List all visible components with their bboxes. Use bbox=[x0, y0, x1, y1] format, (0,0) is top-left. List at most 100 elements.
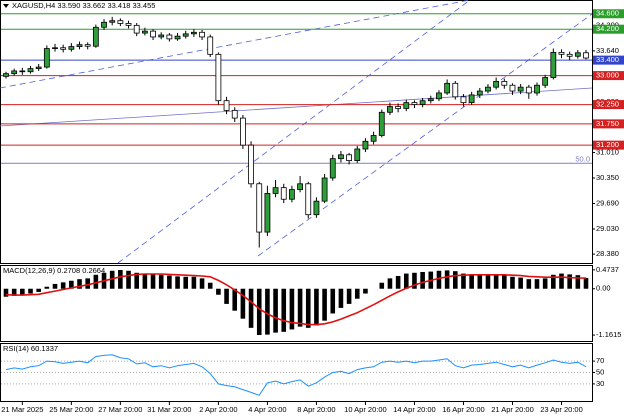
candle-body bbox=[297, 183, 303, 190]
candle-body bbox=[231, 109, 238, 119]
candle-body bbox=[109, 20, 116, 23]
macd-bar bbox=[354, 288, 360, 299]
macd-bar bbox=[297, 288, 303, 327]
level-label-box bbox=[593, 119, 624, 129]
macd-bar bbox=[256, 288, 262, 336]
macd-bar bbox=[330, 288, 336, 314]
macd-bar bbox=[338, 288, 344, 308]
level-label: 34.600 bbox=[596, 9, 619, 18]
candle-body bbox=[158, 34, 165, 38]
candle-body bbox=[174, 35, 181, 40]
macd-bar bbox=[387, 278, 393, 289]
macd-bar bbox=[542, 278, 548, 289]
x-tick-label: 10 Apr 20:00 bbox=[344, 405, 387, 414]
macd-bar bbox=[216, 288, 221, 295]
macd-bar bbox=[248, 288, 254, 328]
macd-bar bbox=[314, 288, 319, 326]
macd-bar bbox=[93, 274, 99, 289]
level-label: 32.250 bbox=[596, 100, 619, 109]
macd-bar bbox=[60, 282, 66, 289]
candle-body bbox=[223, 100, 230, 111]
candle-body bbox=[485, 86, 491, 92]
x-tick-label: 16 Apr 20:00 bbox=[442, 405, 485, 414]
level-label: 34.200 bbox=[596, 24, 619, 33]
macd-bar bbox=[436, 270, 442, 289]
level-label: 50.0 bbox=[575, 154, 590, 163]
macd-bar bbox=[379, 282, 385, 289]
candle-body bbox=[362, 140, 369, 150]
candle-body bbox=[3, 73, 9, 77]
macd-bar bbox=[502, 275, 507, 289]
candle-body bbox=[427, 98, 434, 102]
x-tick-label: 31 Mar 20:00 bbox=[147, 405, 191, 414]
candle-body bbox=[509, 84, 516, 92]
macd-bar bbox=[583, 277, 589, 289]
macd-bar bbox=[567, 274, 572, 289]
candle-body bbox=[52, 47, 58, 49]
macd-bar bbox=[469, 274, 474, 289]
macd-bar bbox=[518, 277, 523, 289]
level-label-box bbox=[593, 24, 624, 34]
candle-body bbox=[35, 66, 42, 70]
candle-body bbox=[411, 102, 418, 105]
level-label: 33.400 bbox=[596, 55, 619, 64]
candle-body bbox=[525, 86, 532, 94]
candle-body bbox=[190, 31, 197, 35]
candle-body bbox=[240, 117, 246, 146]
level-label: 33.000 bbox=[596, 71, 619, 80]
macd-bar bbox=[559, 273, 564, 289]
macd-bar bbox=[85, 278, 90, 289]
candle-body bbox=[501, 80, 508, 86]
candle-body bbox=[476, 90, 483, 96]
rsi-title: RSI(14) 60.1337 bbox=[3, 344, 58, 353]
candle-body bbox=[43, 48, 50, 68]
macd-bar bbox=[20, 288, 25, 296]
candle-body bbox=[280, 187, 287, 200]
candle-body bbox=[452, 82, 459, 98]
y-tick-label: 70 bbox=[596, 356, 604, 365]
y-tick-label: 31.010 bbox=[596, 147, 619, 156]
level-label-box bbox=[593, 55, 624, 65]
candle-body bbox=[436, 92, 442, 100]
candle-body bbox=[403, 102, 410, 109]
x-tick-label: 14 Apr 20:00 bbox=[393, 405, 436, 414]
macd-bar bbox=[158, 274, 164, 289]
y-tick-label: 0.4737 bbox=[596, 265, 619, 274]
candle-body bbox=[329, 158, 336, 179]
candle-body bbox=[517, 86, 524, 92]
y-tick-label: 33.640 bbox=[596, 46, 619, 55]
macd-bar bbox=[575, 275, 581, 289]
candle-body bbox=[76, 44, 83, 47]
series-line bbox=[5, 273, 587, 326]
candle-body bbox=[542, 77, 549, 86]
candle-body bbox=[215, 53, 222, 102]
macd-bar bbox=[77, 279, 82, 289]
macd-bar bbox=[44, 286, 50, 289]
candle-body bbox=[248, 144, 254, 185]
level-label-box bbox=[593, 9, 624, 19]
candle-body bbox=[150, 30, 156, 38]
x-tick-label: 21 Apr 20:00 bbox=[491, 405, 534, 414]
macd-bar bbox=[150, 274, 156, 289]
level-label: 31.750 bbox=[596, 119, 619, 128]
candle-body bbox=[354, 148, 361, 161]
candle-body bbox=[84, 44, 91, 47]
candle-body bbox=[583, 52, 589, 59]
candle-body bbox=[378, 111, 385, 136]
macd-bar bbox=[36, 288, 41, 292]
candle-body bbox=[199, 31, 205, 38]
macd-bar bbox=[109, 270, 115, 289]
y-tick-label: 0.00 bbox=[596, 284, 611, 293]
macd-bar bbox=[551, 274, 556, 289]
macd-bar bbox=[126, 270, 131, 289]
macd-bar bbox=[3, 288, 9, 297]
macd-bar bbox=[183, 276, 189, 289]
candle-body bbox=[27, 68, 34, 73]
candle-body bbox=[444, 82, 451, 94]
candle-body bbox=[166, 34, 173, 40]
x-tick-label: 2 Apr 20:00 bbox=[199, 405, 237, 414]
macd-bar bbox=[265, 288, 270, 335]
macd-bar bbox=[485, 275, 491, 289]
candle-body bbox=[60, 47, 67, 50]
